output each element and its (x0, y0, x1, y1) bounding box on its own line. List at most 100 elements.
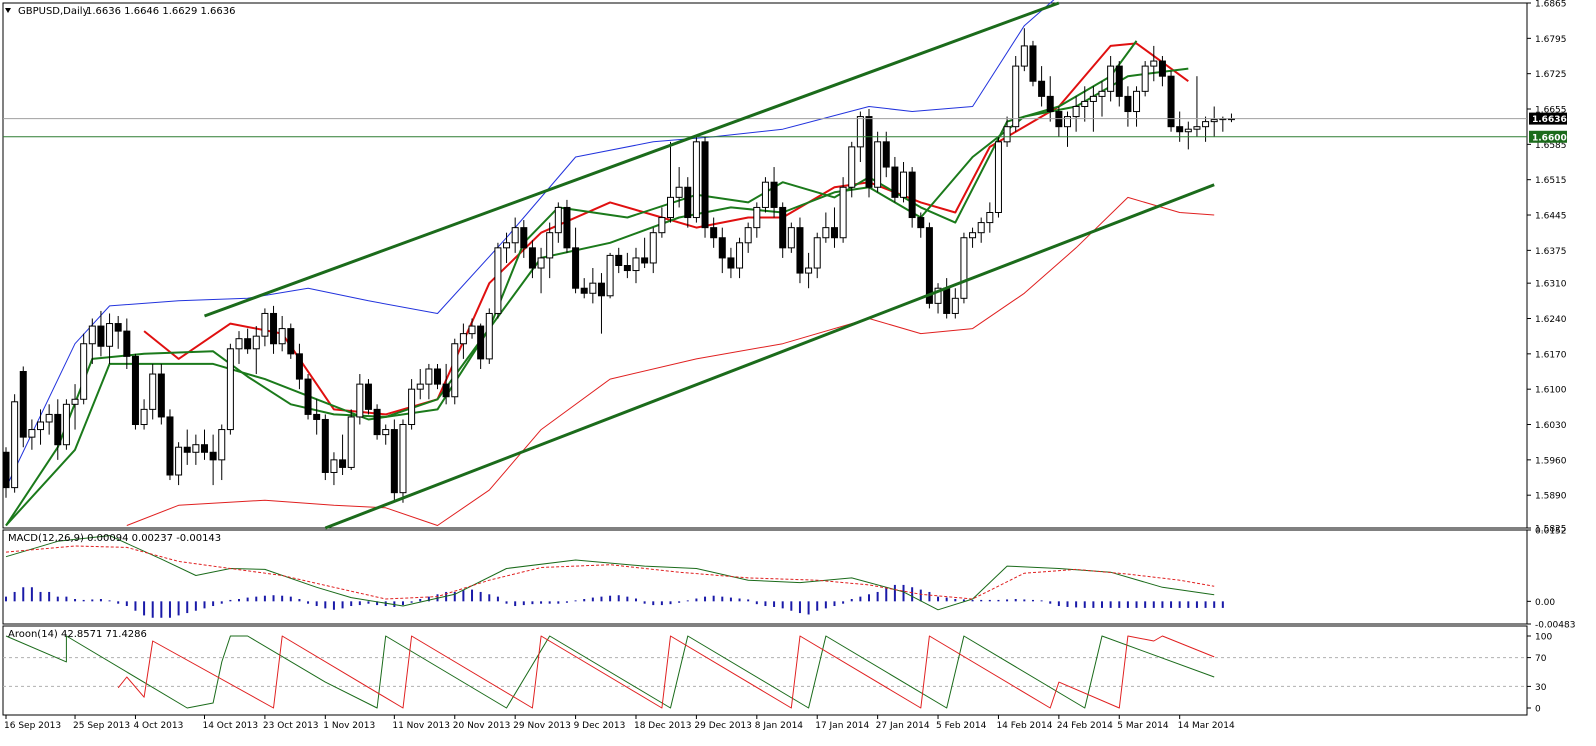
candle-body (554, 206, 562, 234)
candle-body (934, 287, 942, 304)
candle-body (1003, 126, 1011, 143)
candle-body (606, 254, 614, 297)
candle-body (848, 146, 856, 188)
candle (71, 384, 79, 430)
candle-body (925, 227, 933, 304)
candle-body (442, 383, 450, 398)
candle-body (503, 242, 511, 249)
candle-body (45, 413, 53, 423)
candle-body (874, 141, 882, 188)
candle (97, 310, 105, 357)
candle-body (183, 446, 191, 453)
candle-body (97, 325, 105, 347)
price-tick-label: 1.6795 (1535, 35, 1567, 45)
candle (1150, 45, 1158, 82)
candle-body (1055, 111, 1063, 128)
candle-body (114, 323, 122, 332)
candle-body (399, 424, 407, 494)
candle (451, 338, 459, 405)
candle (390, 419, 398, 501)
price-overlays (3, 1, 1527, 530)
candle (770, 167, 778, 218)
candle-body (658, 217, 666, 234)
price-tick-label: 1.5960 (1535, 456, 1567, 466)
candle-body (364, 383, 372, 410)
candle (528, 240, 536, 279)
aroon-panel[interactable]: Aroon(14) 42.8571 71.4286 (2, 625, 1528, 716)
candle-body (1089, 95, 1097, 102)
candle-body (131, 355, 139, 426)
candle (434, 363, 441, 390)
macd-title: MACD(12,26,9) 0.00094 0.00237 -0.00143 (8, 533, 221, 544)
candle-body (382, 429, 390, 436)
price-tick-label: 1.6725 (1535, 70, 1567, 80)
price-tick-label: 1.6310 (1535, 280, 1567, 290)
candle (226, 343, 234, 435)
candle-body (701, 141, 709, 229)
candle-body (1184, 128, 1192, 133)
candle (977, 217, 985, 243)
candle (28, 419, 36, 450)
date-tick-label: 1 Nov 2013 (323, 721, 375, 731)
macd-tick-label: 0.00 (1535, 598, 1555, 608)
candle (597, 273, 605, 334)
candle (692, 136, 700, 223)
candle (131, 353, 139, 430)
candle-body (192, 444, 200, 453)
candle-body (477, 325, 485, 360)
candle (1133, 86, 1141, 127)
candle (287, 323, 295, 359)
price-panel[interactable]: GBPUSD,Daily 1.6636 1.6646 1.6629 1.6636 (2, 0, 1528, 530)
candle-body (813, 237, 821, 269)
candle (994, 136, 1002, 218)
date-tick-label: 29 Dec 2013 (694, 721, 752, 731)
candle (503, 232, 511, 263)
candle-body (891, 166, 899, 198)
candle (1020, 28, 1028, 72)
date-tick-label: 8 Jan 2014 (755, 721, 803, 731)
price-tick-label: 1.5890 (1535, 492, 1567, 502)
candle (80, 333, 88, 405)
candle-body (1063, 116, 1071, 128)
candle-body (908, 171, 916, 219)
date-tick-label: 4 Oct 2013 (133, 721, 183, 731)
date-tick-label: 14 Feb 2014 (996, 721, 1052, 731)
bollinger-lower-line (126, 196, 1215, 526)
date-tick-label: 14 Oct 2013 (202, 721, 258, 731)
candle (874, 131, 882, 193)
candle-body (632, 257, 640, 272)
candle (183, 429, 191, 465)
candle (572, 227, 580, 294)
candle (330, 452, 338, 486)
macd-panel[interactable]: MACD(12,26,9) 0.00094 0.00237 -0.00143 (2, 529, 1528, 625)
candle (37, 409, 45, 445)
price-tick-label: 1.6100 (1535, 386, 1567, 396)
price-panel-frame (2, 2, 1528, 529)
macd-tick-label: 0.0152 (1535, 527, 1567, 537)
chart-menu-icon[interactable] (5, 8, 11, 13)
candle (511, 217, 519, 253)
candle (1012, 56, 1020, 132)
candle-body (1020, 45, 1028, 67)
current-price-label: 1.6636 (1532, 115, 1567, 125)
candle (779, 202, 787, 258)
candle-body (1202, 121, 1210, 128)
candle-body (900, 171, 908, 198)
candle (606, 252, 614, 299)
price-tick-label: 1.6240 (1535, 315, 1567, 325)
candle (701, 136, 709, 238)
candle-body (226, 348, 234, 431)
candle-body (71, 398, 79, 405)
candle (1184, 121, 1192, 150)
candle-body (977, 222, 985, 234)
candle (1193, 76, 1201, 137)
candle-body (494, 247, 502, 314)
price-tick-label: 1.6030 (1535, 421, 1567, 431)
candle-body (244, 338, 252, 350)
candle (304, 374, 312, 420)
candle (1098, 81, 1106, 117)
candle (554, 202, 562, 243)
candle (986, 202, 994, 233)
aroon-levels (3, 657, 1527, 687)
date-tick-label: 9 Dec 2013 (574, 721, 626, 731)
